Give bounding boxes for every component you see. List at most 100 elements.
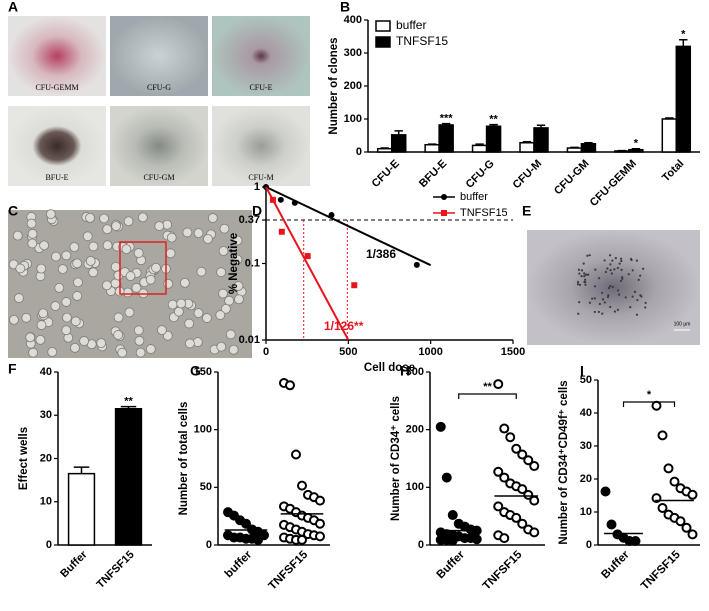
cell bbox=[9, 314, 19, 325]
cell bbox=[124, 307, 135, 318]
colony-cell bbox=[578, 301, 581, 304]
cell bbox=[182, 227, 193, 238]
y-tick-label: 50 bbox=[200, 481, 212, 493]
cell bbox=[133, 248, 144, 258]
error-bar bbox=[380, 147, 389, 149]
point bbox=[441, 472, 452, 483]
cell bbox=[72, 291, 83, 301]
point bbox=[529, 527, 540, 538]
cell bbox=[38, 308, 49, 319]
colony-cell bbox=[611, 259, 614, 262]
colony-cell bbox=[608, 254, 612, 257]
x-tick-label: Total bbox=[660, 158, 686, 184]
point bbox=[499, 472, 510, 483]
y-tick-label: 20 bbox=[40, 452, 52, 464]
point bbox=[499, 533, 510, 544]
cell bbox=[154, 221, 165, 231]
micrograph bbox=[8, 106, 106, 186]
bar bbox=[390, 134, 407, 153]
point bbox=[651, 400, 662, 411]
point bbox=[529, 495, 540, 506]
colony-cell bbox=[609, 305, 612, 309]
cell bbox=[39, 240, 49, 251]
cell bbox=[70, 343, 80, 353]
cell bbox=[179, 277, 190, 288]
colony-cell bbox=[609, 268, 612, 272]
point bbox=[687, 489, 698, 500]
cell bbox=[193, 228, 204, 239]
cell bbox=[184, 318, 195, 329]
point bbox=[471, 534, 482, 545]
y-tick-label: 100 bbox=[406, 481, 424, 493]
x-tick-label: BFU-E bbox=[417, 158, 449, 190]
y-tick-label: 400 bbox=[344, 14, 362, 26]
caption: CFU-GM bbox=[143, 173, 174, 182]
cell bbox=[145, 274, 156, 285]
y-tick-label: 150 bbox=[194, 366, 212, 378]
colony-cell bbox=[610, 272, 613, 275]
colony-cell bbox=[598, 277, 601, 280]
cell bbox=[62, 312, 72, 323]
micrograph bbox=[212, 106, 310, 186]
micrographs bbox=[8, 16, 700, 358]
cell bbox=[70, 316, 81, 327]
colony-cell bbox=[580, 269, 584, 272]
colony-cell bbox=[621, 277, 624, 280]
colony-cell bbox=[619, 257, 623, 260]
colony-cell bbox=[606, 295, 610, 299]
significance: ** bbox=[483, 381, 492, 393]
cell bbox=[133, 325, 144, 336]
colony-cell bbox=[593, 310, 596, 314]
colony-cell bbox=[629, 306, 632, 309]
cell bbox=[51, 251, 61, 262]
y-axis-label: Number of CD34⁺ cells bbox=[390, 396, 402, 521]
point bbox=[681, 522, 692, 533]
colony-cell bbox=[617, 293, 621, 296]
colony-cell bbox=[613, 310, 617, 313]
point bbox=[315, 531, 325, 542]
x-tick-label: 1000 bbox=[418, 346, 442, 358]
bar bbox=[580, 143, 597, 153]
cell bbox=[113, 330, 124, 340]
colony-cell bbox=[644, 301, 647, 305]
significance: *** bbox=[440, 113, 454, 125]
colony-cell bbox=[614, 257, 617, 260]
colony-cell bbox=[644, 306, 647, 309]
y-tick-label: 100 bbox=[194, 424, 212, 436]
panel-label: C bbox=[8, 203, 18, 219]
point bbox=[351, 282, 358, 289]
colony-cell bbox=[593, 297, 596, 300]
cell bbox=[225, 329, 236, 340]
fit-line bbox=[265, 186, 350, 341]
colony-cell bbox=[583, 280, 586, 283]
cell bbox=[61, 250, 72, 261]
colony-cell bbox=[576, 280, 580, 284]
cell bbox=[145, 344, 156, 354]
colony-cell bbox=[587, 273, 590, 276]
cell bbox=[28, 347, 39, 358]
colony-cell bbox=[603, 301, 606, 304]
cell bbox=[162, 330, 173, 341]
point bbox=[315, 518, 325, 529]
y-tick-label: 200 bbox=[406, 424, 424, 436]
cell bbox=[203, 234, 213, 244]
cell bbox=[85, 256, 96, 266]
colony-cell bbox=[607, 294, 610, 297]
bar bbox=[471, 144, 488, 153]
cell bbox=[73, 277, 83, 288]
point bbox=[435, 421, 446, 432]
bar bbox=[67, 472, 96, 546]
cell bbox=[27, 238, 38, 249]
bar bbox=[376, 147, 393, 153]
legend-swatch bbox=[375, 20, 391, 32]
colony-cell bbox=[582, 262, 585, 265]
colony-cell bbox=[578, 272, 581, 275]
colony-cell bbox=[611, 285, 614, 289]
panel-label: F bbox=[8, 361, 17, 377]
y-tick-label: 200 bbox=[344, 80, 362, 92]
point bbox=[657, 430, 668, 441]
cell bbox=[96, 338, 107, 349]
bar bbox=[424, 143, 440, 153]
cell bbox=[121, 244, 132, 254]
cell bbox=[27, 228, 38, 239]
